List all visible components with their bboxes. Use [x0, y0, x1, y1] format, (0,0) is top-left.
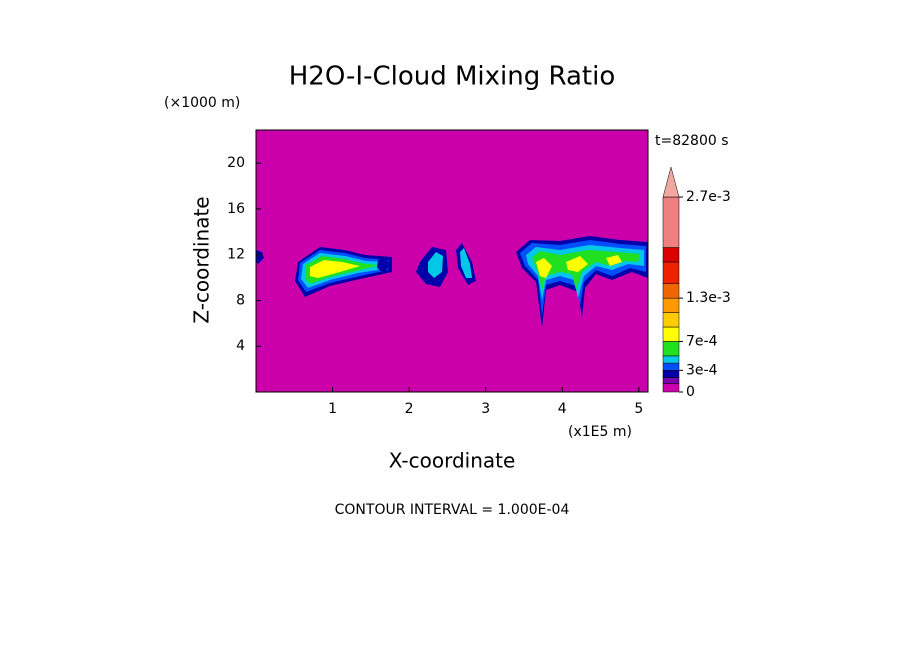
colorbar-band: [662, 326, 680, 342]
colorbar-band: [662, 312, 680, 328]
colorbar-band: [662, 355, 680, 364]
colorbar-band: [662, 341, 680, 357]
cloud-field: [256, 236, 648, 328]
x-axis-label: X-coordinate: [389, 449, 516, 473]
cloud: [536, 255, 622, 278]
y-unit: (×1000 m): [164, 95, 240, 111]
cloud: [428, 252, 443, 278]
footnote: CONTOUR INTERVAL = 1.000E-04: [335, 502, 570, 518]
colorbar-band: [662, 377, 680, 384]
colorbar-band: [662, 261, 680, 284]
colorbar-tick-label: 3e-4: [686, 362, 718, 378]
colorbar-tick-label: 0: [686, 384, 695, 400]
colorbar-band: [662, 383, 680, 393]
colorbar-band: [662, 247, 680, 263]
y-tick-label: 4: [236, 338, 245, 354]
time-label: t=82800 s: [655, 133, 729, 149]
x-tick-label: 1: [328, 401, 337, 417]
plot-frame: [255, 129, 649, 393]
y-tick-label: 16: [227, 201, 245, 217]
cloud: [256, 250, 264, 264]
x-unit: (x1E5 m): [568, 424, 632, 440]
cloud: [460, 248, 472, 278]
chart-title: H2O-I-Cloud Mixing Ratio: [289, 62, 616, 92]
colorbar-band: [662, 370, 680, 378]
cloud: [377, 257, 390, 273]
y-tick-label: 20: [227, 155, 245, 171]
colorbar-band: [662, 196, 680, 248]
colorbar-tick-label: 7e-4: [686, 333, 718, 349]
colorbar-tick-label: 1.3e-3: [686, 290, 731, 306]
colorbar-extend: [662, 166, 680, 198]
colorbar-tick-label: 2.7e-3: [686, 189, 731, 205]
x-tick-label: 2: [405, 401, 414, 417]
y-tick-label: 8: [236, 292, 245, 308]
x-tick-label: 4: [558, 401, 567, 417]
colorbar-band: [662, 297, 680, 313]
x-tick-label: 3: [481, 401, 490, 417]
colorbar-band: [662, 362, 680, 371]
y-axis-label: Z-coordinate: [190, 196, 214, 323]
colorbar-band: [662, 283, 680, 299]
cloud: [310, 260, 360, 278]
x-tick-label: 5: [634, 401, 643, 417]
y-tick-label: 12: [227, 247, 245, 263]
